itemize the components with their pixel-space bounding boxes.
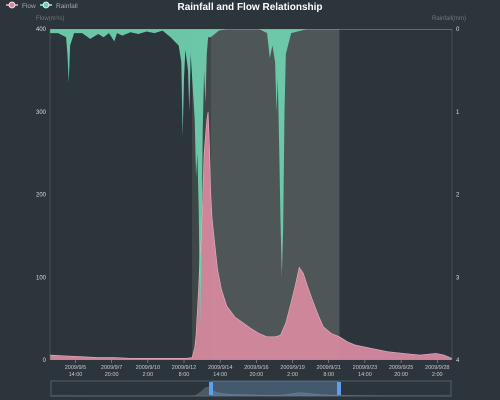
flow-legend-icon	[8, 1, 16, 9]
x-tick-date: 2009/9/5	[65, 365, 86, 371]
x-tick-time: 14:00	[358, 372, 372, 378]
x-tick-time: 14:00	[69, 372, 83, 378]
x-tick-time: 8:00	[179, 372, 190, 378]
x-tick-date: 2009/9/28	[425, 365, 449, 371]
datazoom-preview	[50, 386, 452, 397]
y-right-tick-label: 4	[456, 358, 460, 364]
y-right-tick-label: 0	[456, 27, 460, 33]
x-tick-time: 20:00	[394, 372, 408, 378]
x-tick-time: 2:00	[287, 372, 298, 378]
flow-series-line	[49, 111, 453, 359]
legend: Flow Rainfall	[6, 1, 78, 10]
y-axis-right-ticks: 0 1 2 3 4	[456, 27, 460, 364]
x-tick-date: 2009/9/14	[208, 365, 232, 371]
y-right-tick-label: 3	[456, 275, 460, 281]
y-left-tick-label: 300	[36, 110, 47, 116]
y-right-tick-label: 2	[456, 193, 460, 199]
x-tick-date: 2009/9/10	[136, 365, 160, 371]
y-axis-left-label: Flow(m³/s)	[36, 16, 64, 22]
highlight-period-2	[210, 29, 340, 360]
x-tick-date: 2009/9/7	[101, 365, 122, 371]
y-axis-right-label: Rainfall(mm)	[432, 16, 466, 22]
y-right-tick-label: 1	[456, 110, 460, 116]
rainfall-legend-icon	[42, 1, 50, 9]
x-tick-time: 20:00	[105, 372, 119, 378]
chart-title: Rainfall and Flow Relationship	[177, 2, 322, 13]
x-tick-time: 2:00	[432, 372, 443, 378]
x-tick-date: 2009/9/23	[353, 365, 377, 371]
x-tick-date: 2009/9/21	[316, 365, 340, 371]
x-tick-time: 2:00	[142, 372, 153, 378]
x-tick-time: 14:00	[213, 372, 227, 378]
y-left-tick-label: 400	[36, 27, 47, 33]
y-left-tick-label: 200	[36, 193, 47, 199]
legend-item-flow[interactable]: Flow	[6, 1, 36, 10]
x-tick-time: 20:00	[249, 372, 263, 378]
y-left-tick-label: 0	[43, 358, 47, 364]
legend-label-rainfall: Rainfall	[56, 3, 78, 10]
y-left-tick-label: 100	[36, 275, 47, 281]
datazoom-selected-range[interactable]	[211, 381, 339, 396]
y-axis-left-ticks: 0 100 200 300 400	[36, 27, 47, 364]
x-tick-date: 2009/9/25	[389, 365, 413, 371]
x-tick-date: 2009/9/16	[244, 365, 268, 371]
datazoom-handle-right[interactable]	[337, 382, 341, 395]
x-tick-date: 2009/9/12	[172, 365, 196, 371]
x-tick-date: 2009/9/19	[280, 365, 304, 371]
legend-label-flow: Flow	[22, 3, 36, 10]
x-tick-time: 8:00	[323, 372, 334, 378]
x-axis-ticks: 2009/9/514:002009/9/720:002009/9/102:002…	[65, 360, 449, 378]
datazoom-slider[interactable]	[50, 380, 452, 397]
legend-item-rainfall[interactable]: Rainfall	[40, 1, 78, 10]
datazoom-handle-left[interactable]	[209, 382, 213, 395]
